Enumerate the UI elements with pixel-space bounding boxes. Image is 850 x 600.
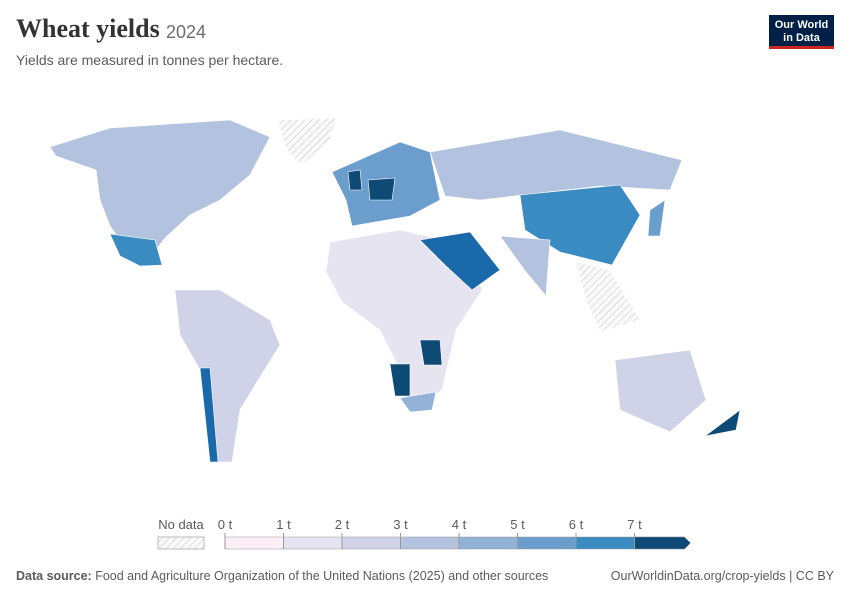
no-data-swatch bbox=[157, 536, 205, 550]
region[interactable] bbox=[277, 117, 337, 166]
region[interactable] bbox=[389, 339, 443, 397]
region[interactable] bbox=[575, 261, 641, 333]
title: Wheat yields bbox=[16, 14, 160, 43]
region[interactable] bbox=[347, 169, 396, 201]
legend-tick-label: 6 t bbox=[569, 517, 584, 532]
region[interactable] bbox=[199, 367, 219, 463]
region[interactable] bbox=[704, 409, 741, 437]
region[interactable] bbox=[49, 119, 271, 259]
region[interactable] bbox=[174, 289, 281, 463]
legend-tick-label: 1 t bbox=[276, 517, 291, 532]
legend-tick-label: 0 t bbox=[218, 517, 233, 532]
region[interactable] bbox=[614, 349, 707, 433]
legend-bin bbox=[341, 536, 401, 550]
subtitle: Yields are measured in tonnes per hectar… bbox=[16, 52, 284, 68]
year: 2024 bbox=[166, 22, 207, 42]
countries bbox=[49, 117, 741, 463]
legend-tick-label: 4 t bbox=[452, 517, 467, 532]
legend-bin bbox=[458, 536, 518, 550]
region[interactable] bbox=[429, 129, 683, 201]
region[interactable] bbox=[499, 235, 551, 297]
legend-bin bbox=[575, 536, 635, 550]
legend-bin bbox=[224, 536, 284, 550]
legend-tick-label: 7 t bbox=[627, 517, 642, 532]
legend-bin bbox=[634, 536, 691, 550]
legend-tick-label: 3 t bbox=[393, 517, 408, 532]
no-data-label: No data bbox=[158, 517, 204, 532]
logo-line: in Data bbox=[783, 32, 820, 44]
region[interactable] bbox=[399, 391, 437, 413]
legend-tick-label: 5 t bbox=[510, 517, 525, 532]
legend-bin bbox=[400, 536, 460, 550]
region[interactable] bbox=[109, 233, 163, 267]
region[interactable] bbox=[419, 231, 501, 291]
source-label: Data source: bbox=[16, 569, 92, 583]
legend-tick-label: 2 t bbox=[335, 517, 350, 532]
legend-bin bbox=[283, 536, 343, 550]
logo[interactable]: Our World in Data bbox=[769, 15, 834, 49]
legend-bin bbox=[517, 536, 577, 550]
source-link[interactable]: OurWorldinData.org/crop-yields | CC BY bbox=[610, 569, 834, 583]
source-text: Food and Agriculture Organization of the… bbox=[95, 569, 549, 583]
region[interactable] bbox=[647, 199, 666, 237]
legend: No data 0 t 1 t 2 t 3 t 4 t 5 t 6 t 7 t bbox=[157, 517, 691, 550]
source: Data source: Food and Agriculture Organi… bbox=[16, 569, 548, 583]
region[interactable] bbox=[519, 184, 641, 266]
logo-line: Our World bbox=[774, 19, 829, 31]
